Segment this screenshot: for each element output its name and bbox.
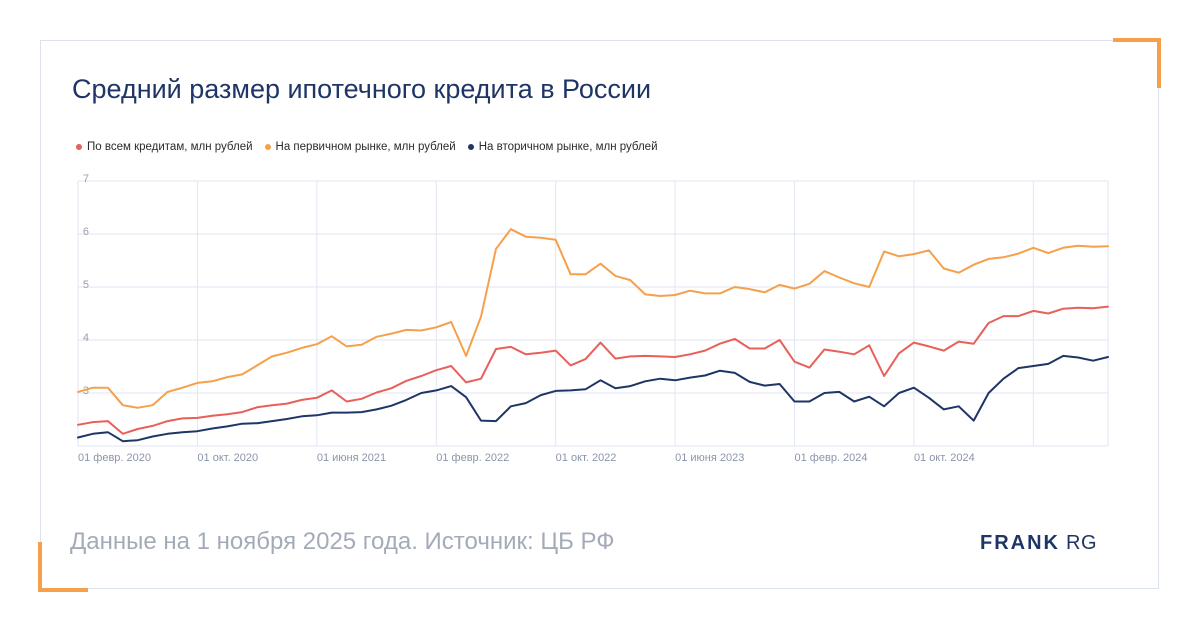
x-tick-label: 01 окт. 2024 <box>914 452 975 464</box>
x-tick-label: 01 июня 2023 <box>675 452 744 464</box>
x-tick-label: 01 февр. 2022 <box>436 452 509 464</box>
y-tick-label: 6 <box>83 226 89 238</box>
series-line-primary-market <box>77 228 1109 409</box>
legend-item-secondary[interactable]: На вторичном рынке, млн рублей <box>467 141 658 153</box>
legend-dot-all <box>76 144 82 150</box>
frank-rg-logo: FRANK RG <box>980 532 1097 555</box>
chart-legend: По всем кредитам, млн рублей На первично… <box>76 141 658 153</box>
x-tick-label: 01 июня 2021 <box>317 452 386 464</box>
x-tick-label: 01 февр. 2020 <box>78 452 151 464</box>
legend-label-secondary: На вторичном рынке, млн рублей <box>478 141 658 153</box>
y-tick-label: 5 <box>83 279 89 291</box>
x-tick-label: 01 окт. 2020 <box>197 452 258 464</box>
logo-rg: RG <box>1066 532 1097 554</box>
source-note: Данные на 1 ноября 2025 года. Источник: … <box>70 528 615 555</box>
x-tick-label: 01 окт. 2022 <box>556 452 617 464</box>
legend-label-all: По всем кредитам, млн рублей <box>87 141 253 153</box>
legend-label-primary: На первичном рынке, млн рублей <box>275 141 456 153</box>
corner-accent-top-right <box>1113 38 1161 88</box>
y-tick-label: 3 <box>83 385 89 397</box>
legend-dot-secondary <box>467 144 474 150</box>
legend-dot-primary <box>264 144 271 150</box>
legend-item-primary[interactable]: На первичном рынке, млн рублей <box>264 141 456 153</box>
series-line-secondary-market <box>77 354 1109 443</box>
chart-card <box>40 40 1159 589</box>
legend-item-all[interactable]: По всем кредитам, млн рублей <box>76 141 253 153</box>
series-line-all-loans <box>77 305 1109 435</box>
x-tick-label: 01 февр. 2024 <box>795 452 868 464</box>
corner-accent-bottom-left <box>38 542 88 592</box>
y-tick-label: 4 <box>83 332 89 344</box>
y-tick-label: 7 <box>83 173 89 185</box>
logo-frank: FRANK <box>980 532 1060 554</box>
chart-title: Средний размер ипотечного кредита в Росс… <box>72 74 652 104</box>
